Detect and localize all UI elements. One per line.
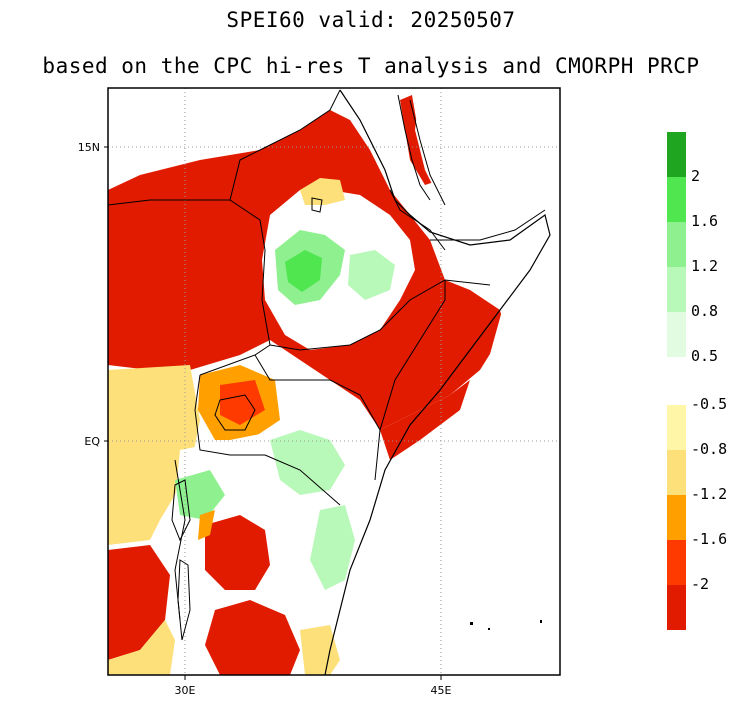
colorbar-label-dry-0: -0.5 [691, 395, 728, 413]
lat-label-15n: 15N [78, 141, 100, 154]
graticule [108, 88, 560, 675]
dry-region-southwest [108, 545, 170, 660]
map-frame [107, 87, 561, 676]
arabia-area [415, 88, 560, 215]
wet-light-ethiopia-east [348, 250, 395, 300]
dry-region-tanzania-central [205, 515, 270, 590]
country-borders [108, 89, 546, 621]
colorbar-label-dry-3: -1.6 [691, 530, 728, 548]
dry-region-uganda-core [220, 380, 265, 425]
colorbar-swatch-dry-0 [667, 405, 686, 450]
colorbar-swatch-dry-2 [667, 495, 686, 540]
colorbar-swatch-dry-4 [667, 585, 686, 630]
colorbar-label-wet-3: 0.8 [691, 302, 719, 320]
dry-region-west [108, 365, 200, 545]
wet-region-kenya [270, 430, 345, 495]
wet-region-tanzania [175, 470, 225, 520]
colorbar-swatch-dry-3 [667, 540, 686, 585]
map-subtitle: based on the CPC hi-res T analysis and C… [42, 54, 700, 78]
map-canvas [108, 88, 560, 675]
colorbar-swatch-dry-1 [667, 450, 686, 495]
colorbar-label-wet-1: 1.6 [691, 212, 719, 230]
lon-label-30e: 30E [175, 684, 196, 697]
map-title: SPEI60 valid: 20250507 [226, 8, 516, 32]
colorbar-swatch-wet-2 [667, 222, 686, 267]
colorbar-swatch-wet-1 [667, 177, 686, 222]
arabia-coast [409, 99, 446, 206]
colorbar-wet [667, 132, 686, 357]
dry-region-tanzania-ring [198, 510, 215, 540]
colorbar-swatch-wet-4 [667, 312, 686, 357]
colorbar-label-dry-4: -2 [691, 575, 710, 593]
ocean-area [340, 250, 560, 675]
dry-region-south [205, 600, 300, 675]
colorbar-dry [667, 405, 686, 630]
colorbar [667, 132, 686, 630]
colorbar-label-dry-2: -1.2 [691, 485, 728, 503]
lon-label-45e: 45E [431, 684, 452, 697]
dry-region-southwest-ring [108, 620, 175, 675]
coastline [324, 89, 551, 675]
axis-ticks [104, 146, 442, 680]
colorbar-swatch-wet-3 [667, 267, 686, 312]
colorbar-label-wet-0: 2 [691, 167, 701, 185]
dry-region-somalia-coast [380, 380, 470, 460]
dry-region-south-coast [300, 625, 340, 675]
colorbar-label-dry-1: -0.8 [691, 440, 728, 458]
dry-moderate-ring [300, 178, 345, 205]
islands [470, 620, 542, 630]
lat-label-eq: EQ [84, 435, 100, 448]
red-sea-coast [397, 94, 431, 201]
wet-extreme-ethiopia [285, 250, 322, 292]
colorbar-swatch-wet-0 [667, 132, 686, 177]
wet-region-coast [310, 505, 355, 590]
lakes [171, 197, 323, 641]
colorbar-label-wet-4: 0.5 [691, 347, 719, 365]
colorbar-label-wet-2: 1.2 [691, 257, 719, 275]
